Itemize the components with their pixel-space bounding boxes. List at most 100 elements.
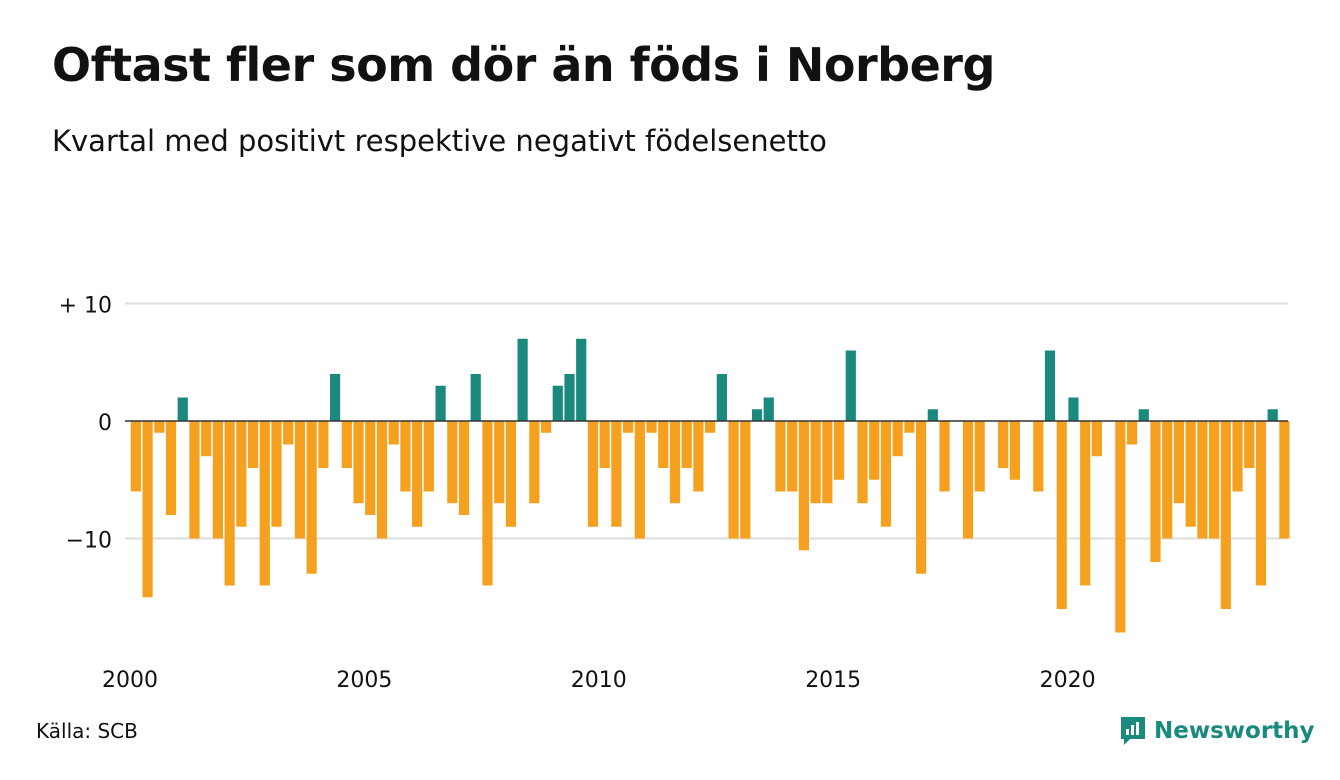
bar-negative <box>810 421 821 504</box>
bar-negative <box>646 421 657 433</box>
bar-chart: + 10 0 −10 2000 2005 2010 2015 2020 <box>59 294 1290 693</box>
bar-negative <box>998 421 1009 468</box>
bar-negative <box>892 421 903 457</box>
x-tick-label: 2020 <box>1040 668 1096 693</box>
newsworthy-logo: Newsworthy <box>1118 714 1315 748</box>
bar-negative <box>880 421 892 527</box>
bar-negative <box>1056 421 1067 609</box>
bar-positive <box>177 397 188 421</box>
bar-positive <box>927 409 938 421</box>
bar-negative <box>705 421 716 433</box>
bar-negative <box>365 421 376 515</box>
y-tick-label: 0 <box>98 411 112 436</box>
bar-negative <box>224 421 235 586</box>
bar-positive <box>1068 397 1079 421</box>
bar-negative <box>165 421 177 515</box>
bar-negative <box>271 421 282 527</box>
bar-negative <box>212 421 223 539</box>
bar-negative <box>904 421 915 433</box>
bar-negative <box>1033 421 1044 492</box>
bar-negative <box>798 421 809 551</box>
bar-negative <box>154 421 165 433</box>
bar-negative <box>693 421 704 492</box>
bar-negative <box>294 421 306 539</box>
bar-negative <box>822 421 833 504</box>
bar-negative <box>130 421 141 492</box>
bar-negative <box>634 421 645 539</box>
bar-negative <box>189 421 200 539</box>
bar-positive <box>1138 409 1149 421</box>
bar-negative <box>1115 421 1126 633</box>
bar-negative <box>1197 421 1208 539</box>
bar-negative <box>1150 421 1161 562</box>
bar-negative <box>681 421 692 468</box>
bar-negative <box>869 421 880 480</box>
bar-negative <box>458 421 470 515</box>
bar-negative <box>857 421 868 504</box>
x-tick-label: 2015 <box>805 668 861 693</box>
bar-positive <box>470 374 481 421</box>
x-tick-label: 2000 <box>102 668 158 693</box>
bar-negative <box>341 421 352 468</box>
bar-positive <box>564 374 575 421</box>
bar-negative <box>611 421 622 527</box>
bar-positive <box>576 338 587 421</box>
bar-negative <box>775 421 786 492</box>
bar-negative <box>376 421 388 539</box>
bar-negative <box>529 421 540 504</box>
bar-negative <box>201 421 212 457</box>
bar-negative <box>1173 421 1185 504</box>
bar-positive <box>330 374 341 421</box>
bar-negative <box>400 421 411 492</box>
chart-subtitle: Kvartal med positivt respektive negativt… <box>52 124 827 158</box>
bar-negative <box>505 421 516 527</box>
bar-negative <box>974 421 985 492</box>
bar-negative <box>423 421 434 492</box>
bar-negative <box>283 421 294 445</box>
brand-name: Newsworthy <box>1154 718 1315 744</box>
bar-negative <box>916 421 927 574</box>
bar-positive <box>845 350 856 421</box>
newsworthy-icon <box>1121 717 1145 745</box>
bar-negative <box>658 421 669 468</box>
bar-positive <box>517 338 528 421</box>
bar-negative <box>388 421 399 445</box>
x-tick-label: 2010 <box>571 668 627 693</box>
bar-negative <box>1232 421 1243 492</box>
bar-negative <box>1244 421 1255 468</box>
y-tick-label: + 10 <box>59 294 112 319</box>
bar-negative <box>833 421 845 480</box>
y-tick-label: −10 <box>66 529 112 554</box>
bar-negative <box>587 421 599 527</box>
bar-negative <box>1220 421 1231 609</box>
bar-negative <box>353 421 364 504</box>
bar-negative <box>740 421 751 539</box>
bar-negative <box>447 421 458 504</box>
bar-negative <box>599 421 610 468</box>
bar-positive <box>751 409 763 421</box>
x-tick-label: 2005 <box>336 668 392 693</box>
bar-negative <box>1126 421 1138 445</box>
chart-title: Oftast fler som dör än föds i Norberg <box>52 38 995 92</box>
bar-negative <box>482 421 493 586</box>
bar-positive <box>435 385 446 421</box>
bar-negative <box>1209 421 1220 539</box>
bar-positive <box>716 374 727 421</box>
bar-negative <box>1255 421 1267 586</box>
bar-negative <box>1091 421 1102 457</box>
bar-negative <box>1279 421 1290 539</box>
bar-negative <box>1185 421 1196 527</box>
bar-negative <box>259 421 270 586</box>
bar-positive <box>552 385 563 421</box>
bar-negative <box>1162 421 1173 539</box>
bar-negative <box>318 421 329 468</box>
bar-negative <box>236 421 247 527</box>
bar-negative <box>939 421 950 492</box>
bar-negative <box>1009 421 1020 480</box>
bar-negative <box>494 421 505 504</box>
bar-negative <box>728 421 739 539</box>
bar-positive <box>1267 409 1278 421</box>
bar-negative <box>247 421 259 468</box>
bar-negative <box>623 421 634 433</box>
bar-negative <box>962 421 974 539</box>
